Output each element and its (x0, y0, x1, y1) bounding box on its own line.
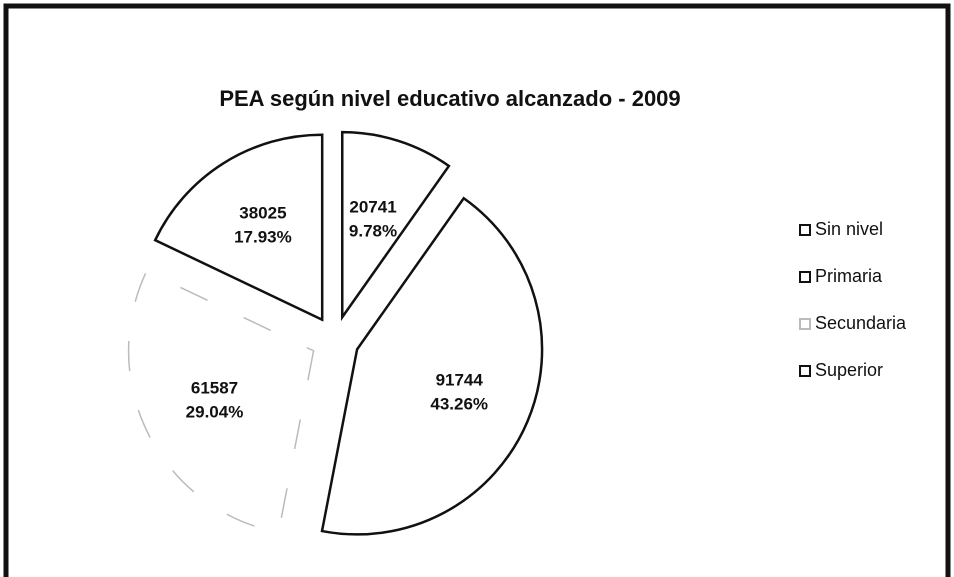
legend-swatch (799, 271, 811, 283)
legend-label: Primaria (815, 266, 883, 286)
legend-label: Secundaria (815, 313, 907, 333)
percent-label: 29.04% (186, 402, 244, 421)
legend-swatch (799, 318, 811, 330)
percent-label: 17.93% (234, 227, 292, 246)
data-label: 61587 (191, 378, 238, 397)
pie-slice (127, 270, 315, 534)
pie-slice (153, 133, 324, 322)
chart-title: PEA según nivel educativo alcanzado - 20… (219, 86, 680, 111)
data-label: 20741 (349, 198, 396, 217)
legend-swatch (799, 365, 811, 377)
percent-label: 43.26% (430, 394, 488, 413)
pie-slice (341, 130, 451, 322)
pie-slice (320, 196, 544, 536)
percent-label: 9.78% (349, 222, 397, 241)
data-label: 91744 (436, 370, 484, 389)
data-label: 38025 (239, 203, 286, 222)
legend-label: Sin nivel (815, 219, 883, 239)
legend-swatch (799, 224, 811, 236)
legend-label: Superior (815, 360, 883, 380)
frame (3, 3, 951, 577)
